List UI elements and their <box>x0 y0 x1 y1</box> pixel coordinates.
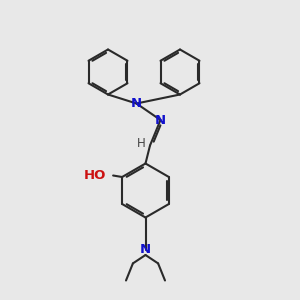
Text: N: N <box>155 113 166 127</box>
Text: N: N <box>140 243 151 256</box>
Text: N: N <box>131 97 142 110</box>
Text: H: H <box>137 136 146 150</box>
Text: HO: HO <box>83 169 106 182</box>
